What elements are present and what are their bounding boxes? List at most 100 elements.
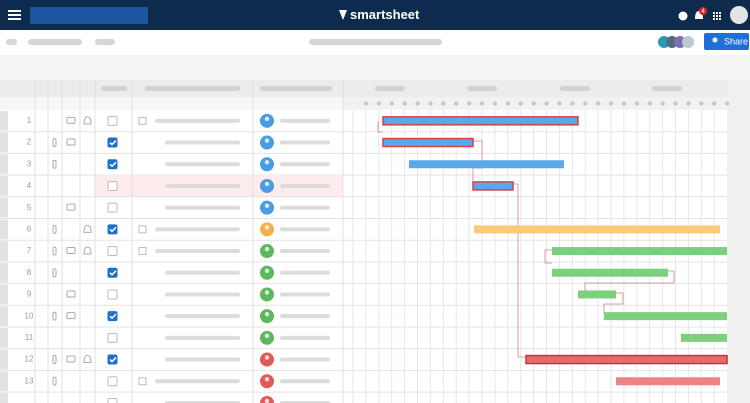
attachment-icon[interactable] <box>52 355 57 365</box>
row-handle <box>0 393 8 403</box>
assignee-placeholder <box>280 335 330 340</box>
assignee-placeholder <box>280 292 330 297</box>
task-placeholder <box>155 379 240 384</box>
comment-icon[interactable] <box>66 312 76 320</box>
expand-toggle[interactable] <box>138 247 147 256</box>
checkbox[interactable] <box>107 397 118 403</box>
gantt-header-dot <box>531 101 536 106</box>
comment-icon[interactable] <box>66 138 76 146</box>
assignee-placeholder <box>280 357 330 362</box>
checkbox[interactable] <box>107 180 118 191</box>
comment-icon[interactable] <box>66 355 76 363</box>
comment-icon[interactable] <box>66 203 76 211</box>
gantt-header-dot <box>634 101 640 106</box>
assignee-placeholder <box>280 270 330 275</box>
gantt-bar[interactable] <box>409 160 564 169</box>
gantt-header-dot <box>686 101 691 106</box>
help-icon[interactable] <box>678 11 688 21</box>
apps-icon[interactable] <box>713 12 721 20</box>
gantt-bar[interactable] <box>552 247 727 256</box>
row-handle <box>0 219 8 240</box>
task-placeholder <box>155 118 240 123</box>
comment-icon[interactable] <box>66 290 76 298</box>
gantt-bar[interactable] <box>552 268 668 277</box>
user-avatar[interactable] <box>730 6 748 24</box>
checkbox[interactable] <box>107 159 118 170</box>
gantt-header-dot <box>479 101 485 106</box>
attachment-icon[interactable] <box>52 224 57 234</box>
checkbox[interactable] <box>107 311 118 322</box>
row-handle <box>0 371 8 392</box>
gantt-bar[interactable] <box>616 377 720 386</box>
checkbox[interactable] <box>107 376 118 387</box>
reminder-icon[interactable] <box>83 224 92 233</box>
checkbox[interactable] <box>107 224 118 235</box>
avatar-head <box>264 311 270 317</box>
checkbox[interactable] <box>107 332 118 343</box>
grid-subheader <box>0 97 343 110</box>
reminder-icon[interactable] <box>83 355 92 364</box>
gantt-bar[interactable] <box>578 290 616 299</box>
checkbox[interactable] <box>107 137 118 148</box>
expand-toggle[interactable] <box>138 116 147 125</box>
task-placeholder <box>165 335 240 340</box>
assignee-placeholder <box>280 227 330 232</box>
gantt-bar[interactable] <box>525 354 728 365</box>
logo: smartsheet <box>350 7 420 22</box>
attachment-icon[interactable] <box>52 246 57 256</box>
checkbox[interactable] <box>107 354 118 365</box>
gantt-bar[interactable] <box>604 312 727 321</box>
attachment-icon[interactable] <box>52 311 57 321</box>
dependency-line <box>544 249 552 264</box>
dependency-line <box>603 292 624 314</box>
row-number: 6 <box>27 224 32 233</box>
avatar-head <box>264 246 270 252</box>
menu-button[interactable] <box>8 10 21 20</box>
assignee-placeholder <box>280 314 330 319</box>
gantt-bar[interactable] <box>382 137 474 148</box>
attachment-icon[interactable] <box>52 376 57 386</box>
row-number: 12 <box>25 355 34 364</box>
task-placeholder <box>165 162 240 167</box>
checkbox[interactable] <box>107 202 118 213</box>
expand-toggle[interactable] <box>138 225 147 234</box>
dependency-line <box>584 270 675 293</box>
avatar-head <box>264 181 270 187</box>
search-box[interactable] <box>30 7 148 24</box>
scrollbar[interactable] <box>727 80 750 403</box>
gantt-bar[interactable] <box>472 181 514 191</box>
gantt-header-dot <box>441 101 446 106</box>
row-handle <box>0 132 8 153</box>
header-placeholders <box>101 86 682 91</box>
gantt-header-dot <box>660 101 665 106</box>
gantt-header-dot <box>583 101 588 106</box>
gantt-header-dot <box>389 101 394 106</box>
expand-toggle[interactable] <box>138 377 147 386</box>
row-handle <box>0 241 8 261</box>
comment-icon[interactable] <box>66 116 76 124</box>
reminder-icon[interactable] <box>83 246 92 255</box>
share-label[interactable]: Share <box>724 36 748 46</box>
comment-icon[interactable] <box>66 247 76 255</box>
task-placeholder <box>165 314 240 319</box>
share-button[interactable] <box>704 33 749 50</box>
assignee-placeholder <box>280 183 330 188</box>
checkbox[interactable] <box>107 115 118 126</box>
attachment-icon[interactable] <box>52 138 57 148</box>
reminder-icon[interactable] <box>83 116 92 125</box>
gantt-bar[interactable] <box>681 333 727 342</box>
gantt-bar[interactable] <box>382 116 579 126</box>
row-number: 11 <box>25 333 34 342</box>
gantt-bar[interactable] <box>474 225 720 234</box>
gantt-header-dot <box>467 101 472 106</box>
row-handle <box>0 328 8 348</box>
attachment-icon[interactable] <box>52 159 57 169</box>
checkbox[interactable] <box>107 246 118 257</box>
row-number: 13 <box>25 376 34 385</box>
attachment-icon[interactable] <box>52 268 57 278</box>
row-handle <box>0 111 8 131</box>
checkbox[interactable] <box>107 289 118 300</box>
row-number: 3 <box>27 159 32 168</box>
checkbox[interactable] <box>107 267 118 278</box>
